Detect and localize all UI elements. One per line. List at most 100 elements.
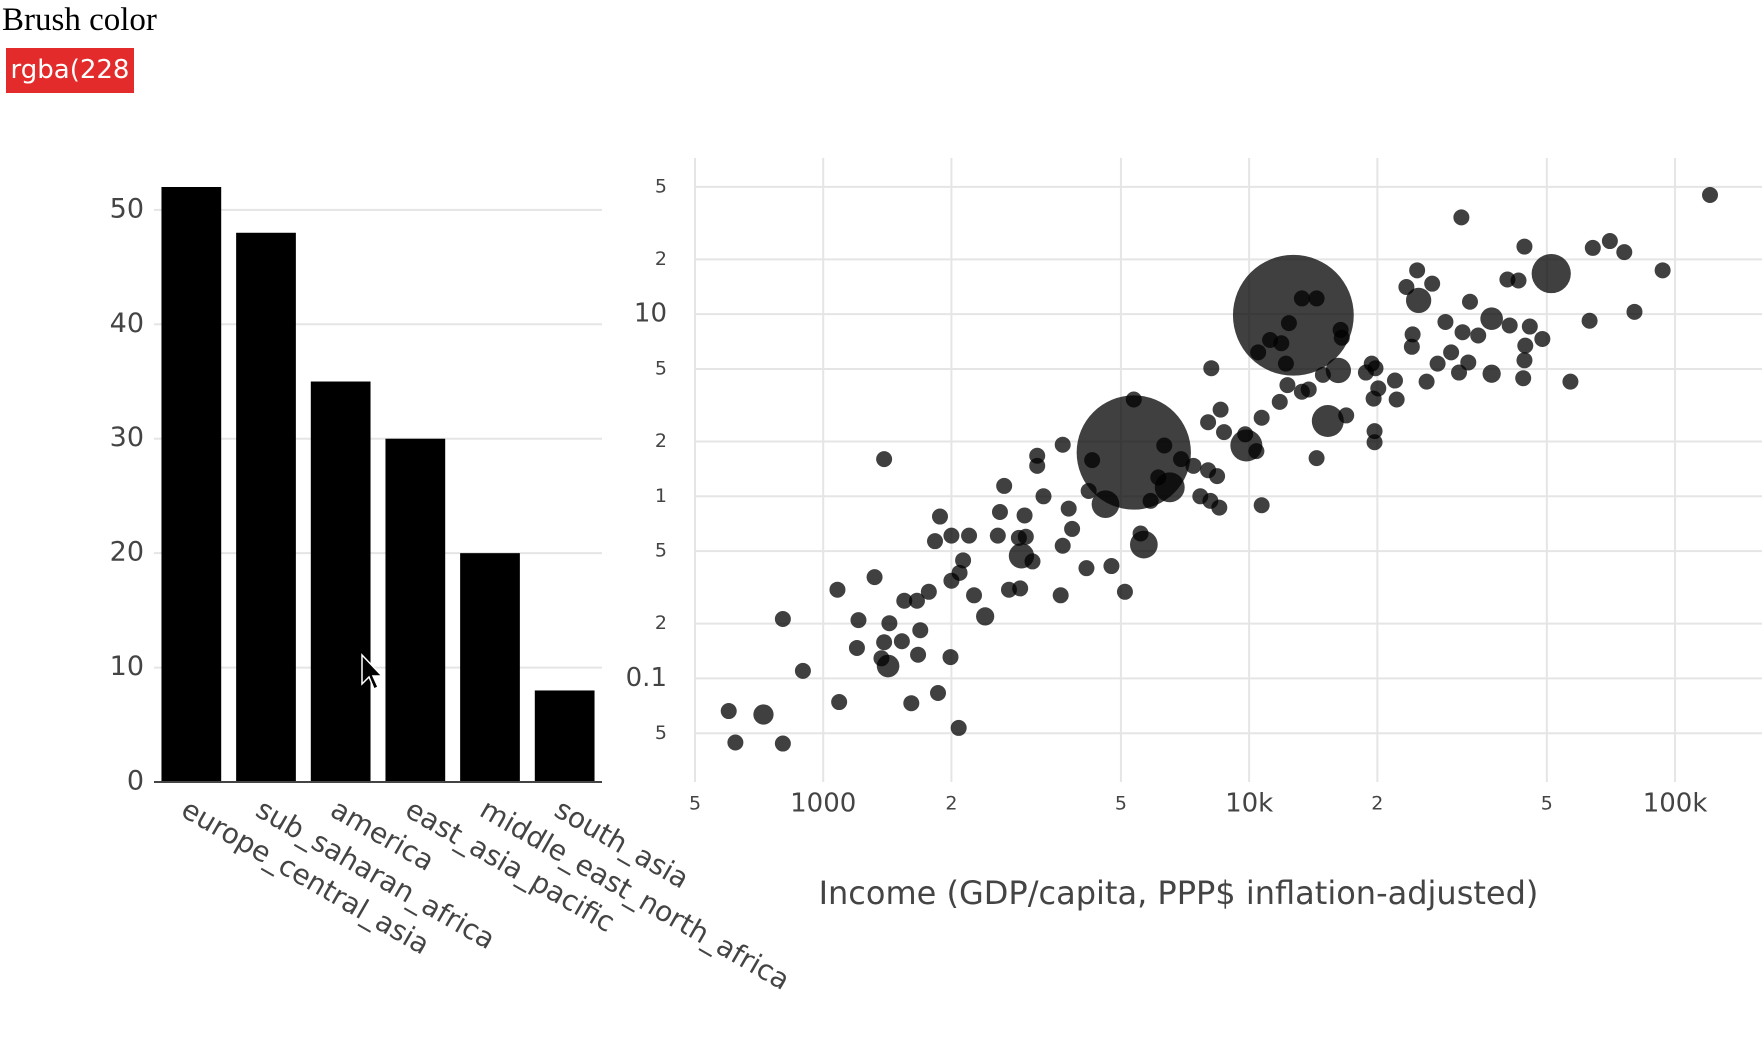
point xyxy=(1325,357,1352,384)
point xyxy=(961,527,978,544)
point xyxy=(1429,355,1446,372)
point xyxy=(1366,423,1383,440)
y-tick-label: 40 xyxy=(110,308,144,339)
point xyxy=(989,527,1006,544)
point xyxy=(1454,324,1471,341)
point xyxy=(910,646,927,663)
point xyxy=(1029,457,1046,474)
y-tick-label: 5 xyxy=(655,357,667,379)
point xyxy=(1386,372,1403,389)
point xyxy=(966,587,983,604)
point xyxy=(1054,436,1071,453)
point xyxy=(1424,275,1441,292)
point xyxy=(903,695,920,712)
point xyxy=(996,477,1013,494)
point xyxy=(1035,488,1052,505)
point xyxy=(1516,238,1533,255)
bar xyxy=(460,553,520,782)
point xyxy=(943,527,960,544)
point xyxy=(1403,338,1420,355)
x-tick-label: 2 xyxy=(1371,793,1383,815)
point xyxy=(866,569,883,586)
point xyxy=(1584,239,1601,256)
point xyxy=(1314,366,1331,383)
point xyxy=(1277,355,1294,372)
point xyxy=(1480,307,1503,331)
point xyxy=(876,634,893,651)
point xyxy=(1142,492,1159,509)
point xyxy=(753,704,774,725)
point xyxy=(1461,293,1478,310)
point xyxy=(1308,290,1325,307)
point xyxy=(1248,443,1265,460)
point xyxy=(908,592,925,609)
brush-label: Brush color xyxy=(2,2,157,38)
point xyxy=(1443,344,1460,361)
point xyxy=(1308,450,1325,467)
point xyxy=(1398,278,1415,295)
point xyxy=(1203,360,1220,377)
point xyxy=(1516,352,1533,369)
y-tick-label: 0 xyxy=(127,766,144,797)
point xyxy=(1531,253,1571,294)
point xyxy=(1300,381,1317,398)
bar xyxy=(385,438,446,782)
point xyxy=(1253,409,1270,426)
y-tick-label: 2 xyxy=(655,430,667,452)
point xyxy=(1654,262,1671,279)
point xyxy=(1132,525,1149,542)
point xyxy=(831,694,848,711)
point xyxy=(1404,326,1421,343)
point xyxy=(1212,401,1229,418)
brush-color-button[interactable]: rgba(228 xyxy=(6,48,134,93)
point xyxy=(1521,318,1538,335)
point xyxy=(1084,452,1101,469)
point xyxy=(1370,380,1387,397)
mouse-cursor xyxy=(361,653,384,691)
point xyxy=(850,612,867,629)
point xyxy=(1060,500,1077,517)
point xyxy=(1702,187,1719,204)
x-tick-label: 5 xyxy=(1115,793,1127,815)
point xyxy=(1010,529,1027,546)
y-tick-label: 30 xyxy=(110,422,144,453)
x-tick-label: 2 xyxy=(945,793,957,815)
point xyxy=(930,684,947,701)
point xyxy=(1311,405,1344,438)
point xyxy=(1091,490,1120,519)
point xyxy=(1581,312,1598,329)
point xyxy=(1453,209,1470,226)
y-tick-label: 5 xyxy=(655,540,667,562)
y-tick-label: 5 xyxy=(655,722,667,744)
point xyxy=(1273,335,1290,352)
point xyxy=(1185,457,1202,474)
point xyxy=(1562,373,1579,390)
point xyxy=(1460,354,1477,371)
point xyxy=(1405,287,1432,314)
point xyxy=(896,592,913,609)
point xyxy=(1451,364,1468,381)
point xyxy=(848,639,865,656)
point xyxy=(1388,391,1405,408)
point xyxy=(1150,469,1167,486)
point xyxy=(1116,583,1133,600)
point xyxy=(881,615,898,632)
point xyxy=(1253,497,1270,514)
point xyxy=(1366,434,1383,451)
point xyxy=(1510,272,1527,289)
point xyxy=(943,572,960,589)
point xyxy=(1173,451,1190,468)
point xyxy=(1250,344,1267,361)
point xyxy=(942,649,959,666)
point xyxy=(1470,327,1487,344)
bar-chart: 01020304050europe_central_asiasub_sahara… xyxy=(110,187,795,997)
point xyxy=(1517,337,1534,354)
y-tick-label: 10 xyxy=(634,299,667,329)
point xyxy=(1418,373,1435,390)
point xyxy=(1103,558,1120,575)
point xyxy=(1515,370,1532,387)
point xyxy=(950,719,967,736)
point xyxy=(1052,587,1069,604)
point xyxy=(1357,364,1374,381)
